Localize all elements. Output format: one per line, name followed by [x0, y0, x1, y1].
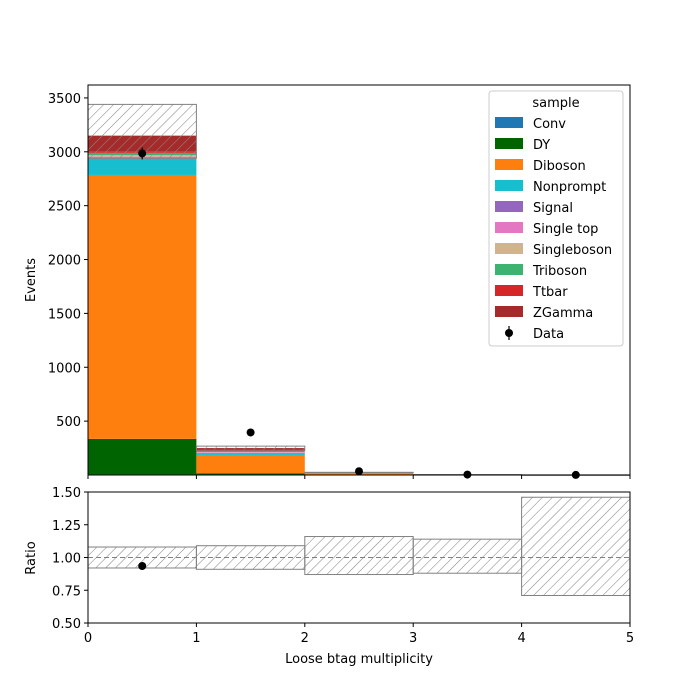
main-ytick-label: 2500	[48, 200, 81, 215]
ratio-ytick-label: 1.50	[52, 486, 81, 501]
ratio-ytick-label: 1.00	[52, 552, 81, 567]
bar-ttbar-bin-1	[196, 450, 305, 452]
ratio-uncertainty-band	[87, 496, 631, 596]
legend-label-dy: DY	[533, 138, 550, 153]
main-ytick-label: 500	[56, 415, 81, 430]
bar-diboson-bin-1	[196, 454, 305, 474]
ratio-ytick-label: 1.25	[52, 519, 81, 534]
legend-label-signal: Signal	[533, 201, 573, 216]
legend-swatch-triboson	[495, 264, 523, 275]
legend-data-marker	[505, 329, 513, 337]
ratio-y-axis-label: Ratio	[24, 541, 39, 574]
main-ytick-label: 1000	[48, 361, 81, 376]
bar-single-top-bin-1	[196, 452, 305, 453]
ratio-xtick-label: 5	[626, 631, 634, 646]
main-axes-frame	[87, 84, 631, 476]
legend-label-singleboson: Singleboson	[533, 243, 612, 258]
legend-swatch-dy	[495, 138, 523, 149]
legend-label-single-top: Single top	[533, 222, 598, 237]
ratio-y-ticks: 0.50 0.75 1.00 1.25 1.50	[52, 486, 88, 632]
main-ytick-label: 2000	[48, 254, 81, 269]
ratio-uncertainty-bin-3	[412, 538, 523, 574]
data-point-1	[246, 428, 255, 437]
ratio-xtick-label: 1	[192, 631, 200, 646]
legend-label-triboson: Triboson	[532, 264, 587, 279]
data-point-2	[355, 467, 363, 476]
ratio-uncertainty-bin-4	[521, 496, 631, 596]
bar-singleboson-bin-1	[196, 451, 305, 453]
legend-swatch-zgamma	[495, 306, 523, 317]
main-y-axis-label: Events	[24, 258, 39, 302]
ratio-xtick-label: 4	[517, 631, 525, 646]
legend-swatch-nonprompt	[495, 180, 523, 191]
legend-label-conv: Conv	[533, 117, 566, 132]
legend-swatch-ttbar	[495, 285, 523, 296]
ratio-ytick-label: 0.75	[52, 584, 81, 599]
main-ytick-label: 3500	[48, 92, 81, 107]
legend-label-data: Data	[533, 327, 564, 342]
bar-dy-bin-0	[88, 438, 197, 475]
legend-swatch-conv	[495, 117, 523, 128]
legend-label-diboson: Diboson	[533, 159, 586, 174]
legend-swatch-signal	[495, 201, 523, 212]
main-ytick-label: 3000	[48, 146, 81, 161]
ratio-xtick-label: 2	[301, 631, 309, 646]
main-y-ticks: 500 1000 1500 2000 2500 3000 3500	[48, 92, 88, 430]
main-ytick-label: 1500	[48, 307, 81, 322]
legend-frame	[488, 90, 624, 347]
ratio-ytick-label: 0.50	[52, 617, 81, 632]
legend-swatch-single-top	[495, 222, 523, 233]
legend-title: sample	[532, 96, 579, 111]
ratio-xtick-label: 3	[409, 631, 417, 646]
ratio-uncertainty-bin-2	[304, 536, 414, 576]
legend-label-zgamma: ZGamma	[533, 306, 593, 321]
ratio-data-point-0	[138, 562, 147, 571]
ratio-xtick-label: 0	[84, 631, 92, 646]
bar-nonprompt-bin-1	[196, 453, 305, 455]
ratio-x-ticks: 0 1 2 3 4 5	[84, 623, 634, 646]
bar-signal-bin-1	[196, 452, 305, 454]
ratio-x-axis-label: Loose btag multiplicity	[285, 652, 433, 667]
main-x-ticks	[87, 475, 631, 479]
uncertainty-bin-1	[195, 445, 306, 451]
legend-swatch-diboson	[495, 159, 523, 170]
legend-swatch-singleboson	[495, 243, 523, 254]
legend: sample Conv DY Diboson Nonprompt Signal Singl…	[488, 90, 624, 347]
legend-label-ttbar: Ttbar	[532, 285, 568, 300]
bar-nonprompt-bin-0	[88, 158, 197, 175]
ratio-data-points	[138, 562, 147, 571]
data-point-0	[138, 149, 147, 158]
bar-dy-bin-1	[196, 473, 305, 475]
bar-diboson-bin-0	[88, 174, 197, 439]
legend-label-nonprompt: Nonprompt	[533, 180, 606, 195]
